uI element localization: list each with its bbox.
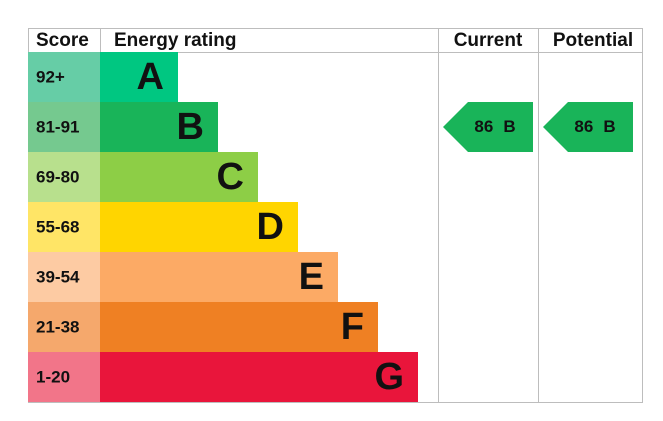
rating-letter: C (217, 156, 244, 198)
potential-label: 86 B (574, 117, 615, 136)
score-range: 39-54 (36, 267, 80, 286)
current-label: 86 B (474, 117, 515, 136)
score-range: 92+ (36, 67, 65, 86)
score-cell (28, 302, 100, 352)
rating-bar (100, 302, 378, 352)
rating-bar (100, 152, 258, 202)
rating-bar (100, 52, 178, 102)
rating-letter: G (374, 356, 404, 398)
score-cell (28, 202, 100, 252)
score-range: 81-91 (36, 117, 79, 136)
potential-arrow (543, 102, 633, 152)
rating-bar (100, 252, 338, 302)
rating-letter: F (341, 306, 364, 348)
current-score: 86 (474, 117, 493, 136)
score-cell (28, 152, 100, 202)
score-cell (28, 102, 100, 152)
score-range: 69-80 (36, 167, 79, 186)
potential-score: 86 (574, 117, 593, 136)
score-cell (28, 252, 100, 302)
score-range: 1-20 (36, 367, 70, 386)
score-range: 21-38 (36, 317, 79, 336)
header-rating: Energy rating (114, 30, 236, 51)
current-rating: B (503, 117, 515, 136)
header-potential: Potential (553, 30, 633, 51)
score-cell (28, 352, 100, 402)
potential-rating: B (603, 117, 615, 136)
rating-bar (100, 102, 218, 152)
rating-bar (100, 352, 418, 402)
header-current: Current (454, 30, 523, 51)
rating-letter: E (299, 256, 324, 298)
score-cell (28, 52, 100, 102)
rating-bar (100, 202, 298, 252)
rating-letter: D (257, 206, 284, 248)
header-score: Score (36, 30, 89, 51)
rating-letter: A (137, 56, 164, 98)
rating-letter: B (177, 106, 204, 148)
score-range: 55-68 (36, 217, 79, 236)
current-arrow (443, 102, 533, 152)
